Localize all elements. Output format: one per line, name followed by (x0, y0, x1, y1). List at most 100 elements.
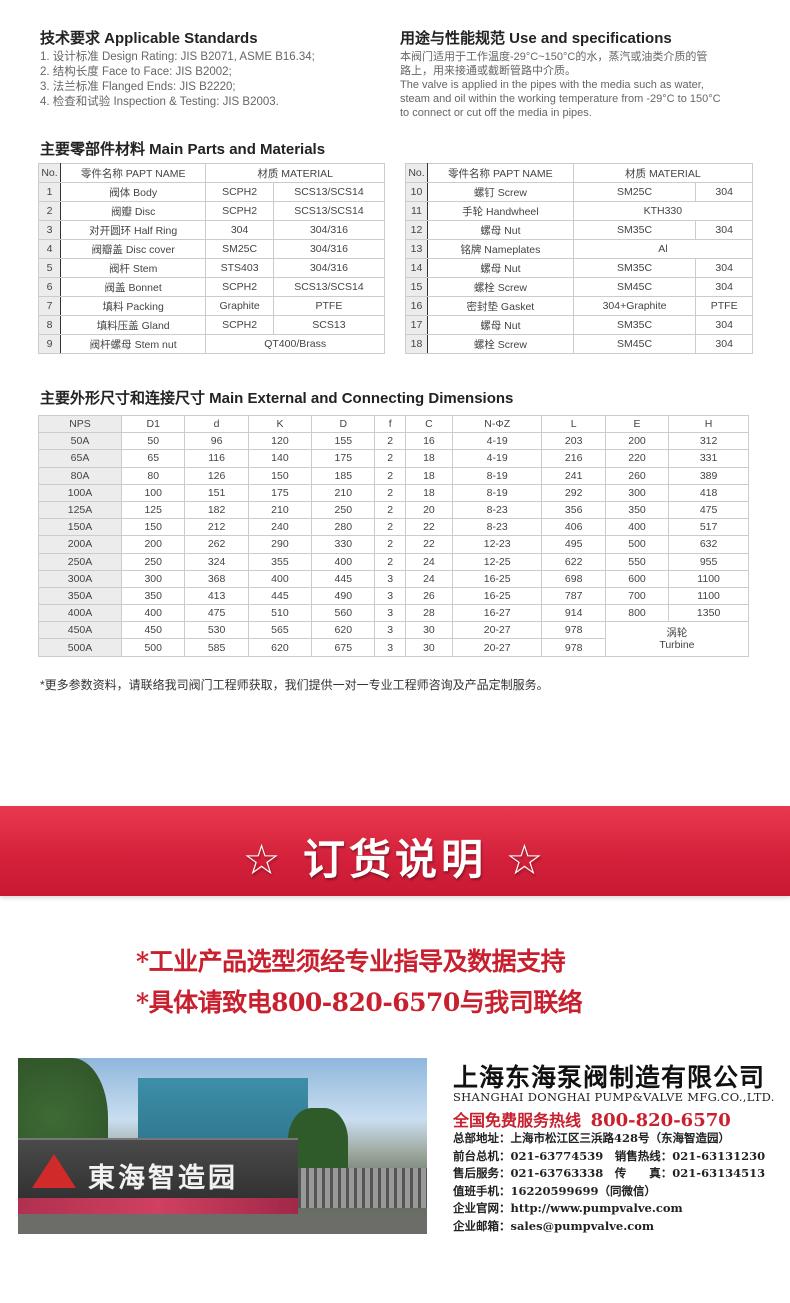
row-number: 15 (405, 277, 428, 297)
material: KTH330 (572, 201, 754, 221)
row-number: 17 (405, 315, 428, 335)
part-name: 填料压盖 Gland (59, 315, 207, 335)
contact-address: 总部地址：上海市松江区三浜路428号（东海智造园） (453, 1131, 731, 1145)
material: PTFE (272, 296, 386, 316)
table-cell: 100 (121, 483, 186, 502)
table-cell: 126 (184, 466, 249, 485)
table-cell: 350 (604, 500, 670, 520)
table-cell: 620 (247, 638, 313, 657)
row-number: 11 (405, 201, 428, 221)
part-name: 填料 Packing (59, 296, 207, 316)
table-cell: 389 (668, 466, 749, 485)
table-cell: 585 (184, 638, 249, 657)
table-cell: 8-19 (451, 483, 543, 502)
table-row: 2 阀瓣 Disc SCPH2 SCS13/SCS14 (38, 201, 386, 221)
company-name-cn: 上海东海泵阀制造有限公司 (453, 1063, 766, 1092)
table-cell: 18 (404, 449, 453, 468)
header-row: No. 零件名称 PAPT NAME 材质 MATERIAL (38, 163, 385, 183)
table-cell: 4-19 (451, 432, 543, 451)
table-row: 6 阀盖 Bonnet SCPH2 SCS13/SCS14 (38, 277, 386, 297)
table-row: 14 螺母 Nut SM35C 304 (405, 258, 753, 278)
material: 304/316 (272, 239, 386, 259)
material: QT400/Brass (205, 334, 385, 354)
table-cell: 400 (604, 518, 670, 537)
material: 304 (695, 258, 753, 278)
table-cell: 12-23 (451, 535, 543, 554)
parts-title: 主要零部件材料 Main Parts and Materials (40, 141, 326, 158)
table-cell: 560 (311, 604, 376, 623)
table-cell: 350 (121, 586, 186, 606)
material: SCPH2 (205, 182, 274, 202)
table-cell: 241 (541, 466, 606, 485)
table-row: 7 填料 Packing Graphite PTFE (38, 296, 386, 316)
part-name: 阀瓣盖 Disc cover (59, 239, 207, 259)
table-cell: 445 (247, 586, 313, 606)
nps-cell: 80A (37, 466, 123, 485)
material: 304 (205, 220, 274, 240)
table-row: 500A 500 585 620 675 3 30 20-27 978 (37, 638, 749, 657)
nps-cell: 500A (37, 638, 123, 657)
table-row: 12 螺母 Nut SM35C 304 (405, 220, 753, 240)
table-cell: 16 (404, 432, 453, 451)
nps-cell: 250A (37, 552, 123, 571)
table-cell: 125 (121, 500, 186, 520)
part-name: 螺母 Nut (427, 258, 574, 278)
table-cell: 978 (541, 621, 606, 640)
standards-title: 技术要求 Applicable Standards (40, 30, 258, 47)
table-row: 300A 300 368 400 445 3 24 16-25 698 600 1100 (37, 569, 749, 588)
table-cell: 8-23 (451, 500, 543, 520)
table-cell: 331 (668, 449, 749, 468)
table-cell: 150 (247, 466, 313, 485)
table-cell: 622 (541, 552, 606, 571)
note-line: *工业产品选型须经专业指导及数据支持 (136, 947, 566, 976)
material: SCS13/SCS14 (272, 277, 386, 297)
table-cell: 490 (311, 586, 376, 606)
standard-item: 4. 检查和试验 Inspection & Testing: JIS B2003… (40, 96, 279, 108)
table-row: 350A 350 413 445 490 3 26 16-25 787 700 1100 (37, 586, 749, 606)
table-cell: 1100 (668, 586, 749, 606)
part-name: 阀盖 Bonnet (59, 277, 207, 297)
material: SM25C (205, 239, 274, 259)
table-cell: 262 (184, 535, 249, 554)
note-line: *具体请致电800-820-6570与我司联络 (136, 988, 583, 1017)
table-cell: 400 (311, 552, 376, 571)
table-cell: 30 (404, 638, 453, 657)
table-cell: 2 (374, 483, 406, 502)
table-row: 450A 450 530 565 620 3 30 20-27 978 涡轮 Turbine (37, 621, 750, 657)
part-name: 对开圆环 Half Ring (59, 220, 207, 240)
table-cell: 1350 (668, 604, 749, 623)
table-cell: 3 (374, 604, 406, 623)
table-cell: 185 (311, 466, 376, 485)
table-cell: 914 (541, 604, 606, 623)
table-cell: 28 (404, 604, 453, 623)
turbine-cell: 涡轮 Turbine (604, 621, 750, 657)
contact-phones: 前台总机：021-63774539 销售热线：021-63131230 (453, 1148, 766, 1163)
material: SM35C (572, 258, 697, 278)
nps-cell: 100A (37, 483, 123, 502)
nps-cell: 150A (37, 518, 123, 537)
table-cell: 530 (184, 621, 249, 640)
email-link[interactable]: 企业邮箱：sales@pumpvalve.com (453, 1218, 655, 1233)
header-cell: 零件名称 PAPT NAME (427, 163, 574, 183)
table-cell: 356 (541, 500, 606, 520)
table-row: 4 阀瓣盖 Disc cover SM25C 304/316 (38, 239, 386, 259)
material: SCPH2 (205, 315, 274, 335)
use-title: 用途与性能规范 Use and specifications (400, 30, 672, 47)
header-cell: No. (38, 163, 61, 183)
table-row: 100A 100 151 175 210 2 18 8-19 292 300 418 (37, 483, 749, 502)
material: SCS13 (272, 315, 386, 335)
nps-cell: 400A (37, 604, 123, 623)
table-cell: 16-25 (451, 586, 543, 606)
contact-service: 售后服务：021-63763338 传 真：021-63134513 (453, 1166, 766, 1180)
nps-cell: 125A (37, 500, 123, 520)
table-cell: 2 (374, 552, 406, 571)
website-link[interactable]: 企业官网：http://www.pumpvalve.com (453, 1201, 683, 1215)
material: 304/316 (272, 258, 386, 278)
table-cell: 4-19 (451, 449, 543, 468)
material: SM45C (572, 277, 697, 297)
table-cell: 600 (604, 569, 670, 588)
table-cell: 22 (404, 518, 453, 537)
row-number: 2 (38, 201, 61, 221)
table-cell: 8-19 (451, 466, 543, 485)
row-number: 8 (38, 315, 61, 335)
